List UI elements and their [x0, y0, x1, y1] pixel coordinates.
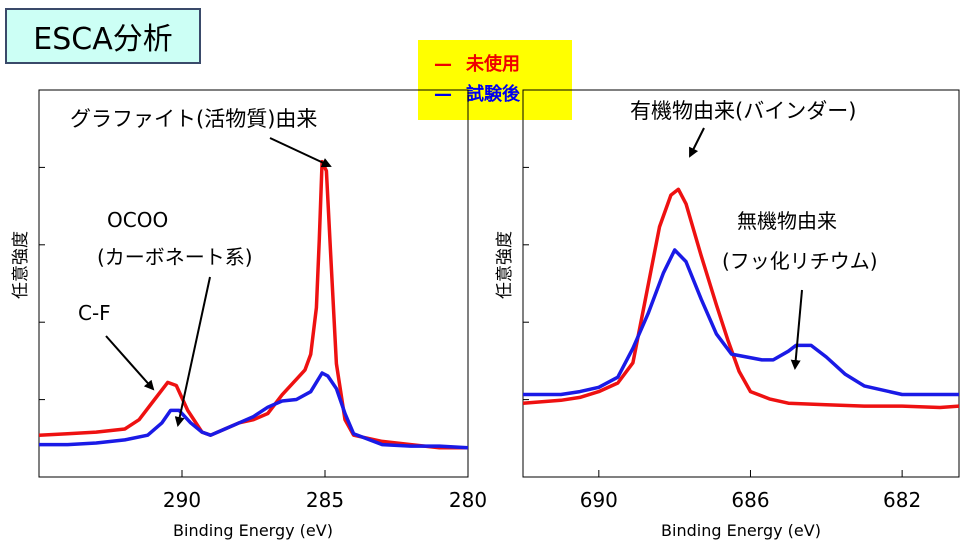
legend: — 未使用 — 試験後: [418, 40, 572, 120]
x-axis-label-c1s: Binding Energy (eV): [173, 521, 333, 540]
annotation-carbonate: (カーボネート系): [97, 245, 253, 269]
chart-f1s: 690 686 682 Binding Energy (eV) 任意強度 有機物由来…: [495, 89, 960, 540]
arrow-graphite: [269, 137, 332, 168]
arrow-carbonate: [174, 276, 211, 427]
plot-frame-c1s: [38, 89, 469, 478]
x-tick-label: 686: [731, 488, 769, 512]
x-tick-label: 285: [306, 488, 344, 512]
legend-dash-unused: —: [434, 54, 452, 75]
title-box: ESCA分析: [5, 8, 201, 64]
annotation-inorganic: 無機物由来: [737, 209, 837, 233]
x-tick-label: 682: [883, 488, 921, 512]
annotation-ocoo: OCOO: [107, 208, 168, 232]
series-c1s: [38, 159, 469, 450]
legend-dash-tested: —: [434, 84, 452, 105]
legend-label-tested: 試験後: [466, 84, 520, 105]
annotation-organic: 有機物由来(バインダー): [630, 99, 856, 123]
y-ticks-f1s: [523, 166, 529, 401]
arrow-cf: [105, 335, 155, 391]
chart-c1s: 290 285 280 Binding Energy (eV) 任意強度 グラファイ…: [11, 89, 487, 540]
x-ticks-f1s: 690 686 682: [580, 470, 921, 512]
series-line-unused: [38, 159, 468, 450]
series-line-unused: [522, 187, 960, 410]
y-axis-label-c1s: 任意強度: [11, 231, 31, 299]
series-line-tested: [523, 248, 959, 397]
x-ticks-c1s: 290 285 280: [163, 470, 487, 512]
x-axis-label-f1s: Binding Energy (eV): [661, 521, 821, 540]
legend-label-unused: 未使用: [466, 54, 520, 75]
y-axis-label-f1s: 任意強度: [495, 231, 515, 299]
annotation-graphite: グラファイト(活物質)由来: [70, 107, 317, 131]
legend-item-unused: — 未使用: [434, 50, 572, 80]
plot-frame-f1s: [522, 89, 960, 478]
x-tick-label: 690: [580, 488, 618, 512]
y-ticks-c1s: [39, 166, 45, 401]
arrow-organic: [689, 127, 705, 158]
annotation-lif: (フッ化リチウム): [722, 249, 878, 273]
series-line-tested: [39, 371, 469, 450]
legend-item-tested: — 試験後: [434, 80, 572, 110]
arrow-inorganic: [790, 289, 803, 370]
annotation-cf: C-F: [78, 301, 111, 325]
page-title: ESCA分析: [33, 22, 173, 57]
series-f1s: [522, 187, 960, 410]
x-tick-label: 280: [449, 488, 487, 512]
x-tick-label: 290: [163, 488, 201, 512]
